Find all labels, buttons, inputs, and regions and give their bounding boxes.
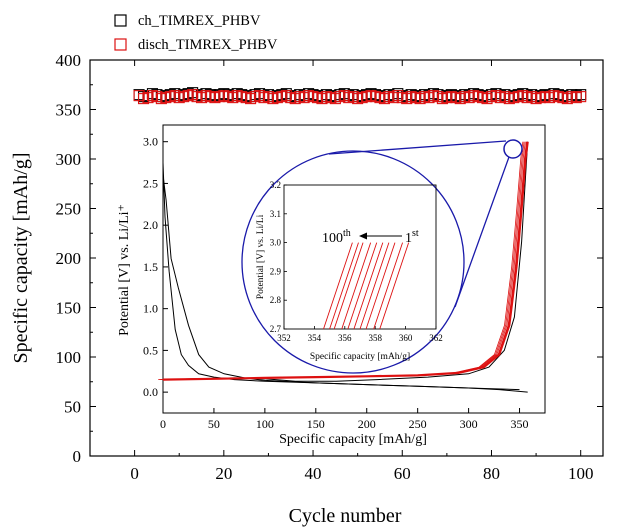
annotation-arrow-head [359,232,367,240]
zoom-x-axis-title: Specific capacity [mAh/g] [310,351,410,362]
zoom-y-tick-label: 3.1 [270,209,281,219]
y-tick-label: 400 [56,51,82,70]
inset-x-tick-label: 350 [511,417,529,431]
inset-y-tick-label: 0.0 [143,385,158,399]
zoom-cycle-line [359,242,390,330]
x-tick-label: 80 [483,464,500,483]
zoom-y-tick-label: 2.8 [270,295,282,305]
y-tick-label: 200 [56,249,82,268]
zoom-x-tick-label: 354 [308,333,322,343]
inset-y-tick-label: 3.0 [143,135,158,149]
zoom-cycle-line [323,242,353,330]
inset-x-axis-title: Specific capacity [mAh/g] [279,432,427,447]
zoom-cycle-line [329,242,359,330]
zoom-x-tick-label: 356 [338,333,352,343]
inset-curve-1 [162,175,520,391]
zoom-connector-top [328,140,507,155]
zoom-cycle-line [365,242,396,330]
main-y-axis-title: Specific capacity [mAh/g] [10,152,32,363]
annotation-100th: 100th [322,228,351,246]
inset-x-tick-label: 150 [307,417,325,431]
zoom-y-tick-label: 3.2 [270,180,281,190]
zoom-axis-ticks: 352 354 356 358 360 362 2.7 2.8 2.9 3.0 3.1 3.2 [270,180,443,343]
legend: ch_TIMREX_PHBV disch_TIMREX_PHBV [114,13,278,53]
main-x-axis-title: Cycle number [289,505,402,527]
inset-y-tick-label: 2.5 [143,176,158,190]
inset-axis-ticks: 0 50 100 150 200 250 300 350 0.0 0.5 1.0 1.5 2.0 2.5 3… [143,135,529,431]
main-series-layer [133,87,587,105]
x-tick-label: 0 [130,464,139,483]
zoom-cycle-line [373,242,403,330]
x-tick-label: 40 [305,464,322,483]
zoom-y-tick-label: 2.7 [270,324,282,334]
legend-label-disch: disch_TIMREX_PHBV [138,37,278,53]
inset-y-tick-label: 0.5 [143,343,158,357]
inset-y-tick-label: 1.0 [143,302,158,316]
inset-curve-red-cycle [158,141,524,380]
zoom-target-circle [503,139,523,159]
zoom-cycle-line [341,242,372,330]
inset-x-tick-label: 100 [256,417,274,431]
cycle-annotation: 100th 1st [322,228,419,246]
y-tick-label: 150 [56,299,82,318]
inset-x-tick-label: 200 [358,417,376,431]
zoom-x-tick-label: 360 [399,333,413,343]
annotation-1st: 1st [405,228,419,246]
zoom-y-tick-label: 3.0 [270,238,282,248]
y-tick-label: 300 [56,150,82,169]
legend-label-ch: ch_TIMREX_PHBV [138,13,261,29]
zoom-cycle-line [333,242,364,330]
inset-x-tick-label: 0 [160,417,166,431]
y-tick-label: 350 [56,101,82,120]
legend-marker-ch [114,14,127,27]
zoom-cycle-line [347,242,378,330]
inset-curves-layer [158,141,529,393]
inset-y-tick-label: 1.5 [143,260,158,274]
legend-marker-disch [114,38,127,51]
y-tick-label: 50 [64,398,81,417]
zoom-cycle-line [379,242,410,330]
y-tick-label: 0 [73,447,82,466]
zoom-circle [241,150,465,374]
inset-y-axis-title: Potential [V] vs. Li/Li⁺ [117,204,132,336]
x-tick-label: 20 [215,464,232,483]
zoom-y-axis-title: Potential [V] vs. Li/Li [256,214,266,299]
discharge-point [575,91,587,103]
zoom-x-tick-label: 362 [429,333,443,343]
zoom-x-tick-label: 352 [277,333,291,343]
zoom-lines-layer [323,242,410,330]
zoom-connector-bottom [454,156,510,308]
inset-x-tick-label: 50 [208,417,220,431]
zoom-x-tick-label: 358 [368,333,382,343]
zoom-y-tick-label: 2.9 [270,266,282,276]
x-tick-label: 100 [568,464,594,483]
zoom-cycle-line [353,242,384,330]
y-tick-label: 250 [56,200,82,219]
inset-x-tick-label: 300 [460,417,478,431]
x-tick-label: 60 [394,464,411,483]
y-tick-label: 100 [56,348,82,367]
magnifier [241,139,523,374]
inset-y-tick-label: 2.0 [143,218,158,232]
inset-x-tick-label: 250 [409,417,427,431]
main-axis-ticks: 0 20 40 60 80 100 0 50 100 150 200 250 300 350 400 [56,51,603,483]
